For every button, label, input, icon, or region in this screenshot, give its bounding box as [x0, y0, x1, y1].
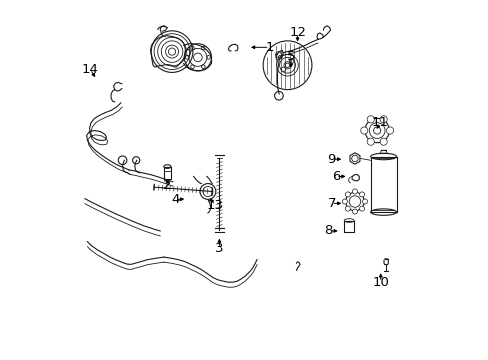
Circle shape [345, 206, 349, 211]
Text: 4: 4 [171, 193, 180, 206]
Text: 11: 11 [371, 116, 388, 129]
Circle shape [360, 127, 367, 134]
Ellipse shape [344, 219, 353, 222]
Circle shape [386, 127, 393, 134]
Circle shape [342, 199, 346, 204]
Circle shape [379, 138, 386, 145]
Text: 14: 14 [81, 63, 99, 76]
Text: 5: 5 [286, 50, 295, 63]
Text: 1: 1 [265, 41, 273, 54]
Circle shape [362, 199, 367, 204]
Circle shape [352, 209, 357, 214]
Text: 12: 12 [288, 27, 305, 40]
Circle shape [285, 63, 289, 67]
Circle shape [289, 59, 293, 63]
Circle shape [345, 192, 349, 197]
Circle shape [366, 138, 373, 145]
Text: 6: 6 [331, 170, 340, 183]
Text: 7: 7 [327, 197, 335, 210]
Circle shape [281, 67, 285, 71]
Text: 13: 13 [206, 199, 223, 212]
Circle shape [359, 206, 364, 211]
Text: 10: 10 [371, 276, 388, 289]
Text: 3: 3 [215, 242, 223, 255]
Circle shape [359, 192, 364, 197]
Circle shape [379, 116, 386, 123]
Text: 2: 2 [163, 179, 171, 192]
Circle shape [366, 116, 373, 123]
Ellipse shape [370, 209, 396, 215]
Text: 9: 9 [327, 153, 335, 166]
Ellipse shape [370, 153, 396, 160]
Text: 8: 8 [324, 224, 332, 238]
Circle shape [352, 189, 357, 194]
